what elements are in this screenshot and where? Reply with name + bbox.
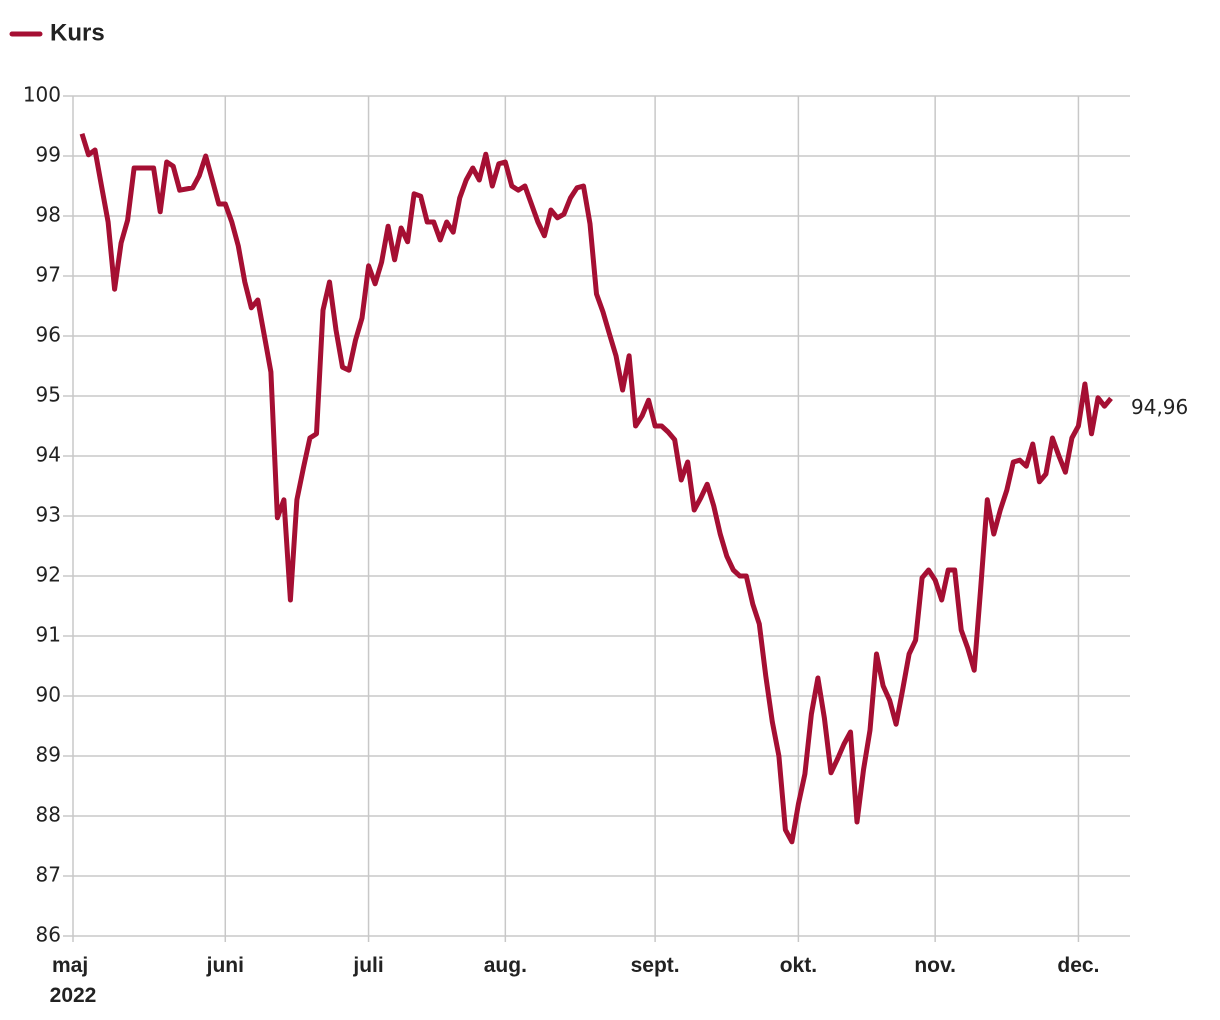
- x-tick-label: okt.: [780, 954, 817, 977]
- y-tick-label: 99: [36, 143, 61, 167]
- y-tick-label: 89: [36, 743, 61, 767]
- legend-label: Kurs: [50, 19, 105, 46]
- y-tick-label: 88: [36, 803, 61, 827]
- y-tick-label: 96: [36, 323, 61, 347]
- y-tick-label: 98: [36, 203, 61, 227]
- x-tick-label: nov.: [914, 954, 956, 977]
- y-tick-label: 97: [36, 263, 61, 287]
- x-tick-label: dec.: [1057, 954, 1099, 977]
- x-tick-label: juni: [206, 954, 244, 977]
- y-tick-label: 100: [23, 83, 61, 107]
- y-tick-label: 87: [36, 863, 61, 887]
- y-tick-label: 92: [36, 563, 61, 587]
- x-tick-label: maj 2022: [50, 954, 97, 1007]
- y-tick-label: 94: [36, 443, 61, 467]
- y-tick-label: 86: [36, 923, 61, 947]
- x-tick-label: juli: [352, 954, 383, 977]
- x-tick-label: aug.: [484, 954, 527, 977]
- y-tick-label: 90: [36, 683, 61, 707]
- y-tick-label: 91: [36, 623, 61, 647]
- value-label: 94,96: [1131, 395, 1188, 419]
- y-tick-label: 95: [36, 383, 61, 407]
- x-tick-label: sept.: [631, 954, 680, 977]
- y-tick-label: 93: [36, 503, 61, 527]
- series-line: [79, 133, 1113, 845]
